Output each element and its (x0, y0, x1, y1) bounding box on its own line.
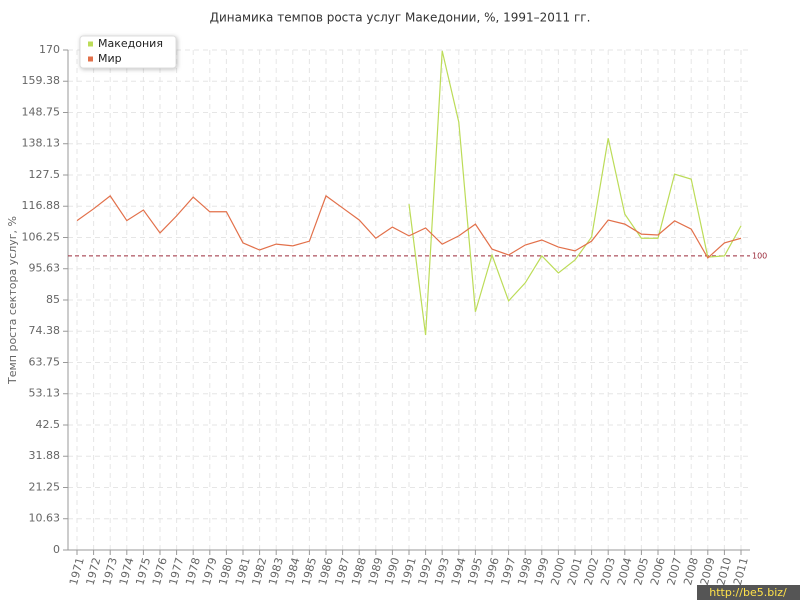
y-tick-label: 106.25 (22, 231, 61, 244)
x-tick-label: 2011 (731, 556, 751, 586)
y-tick-label: 74.38 (29, 324, 61, 337)
legend-marker (88, 56, 93, 62)
y-tick-label: 63.75 (29, 356, 61, 369)
y-tick-label: 170 (39, 43, 60, 56)
y-tick-label: 53.13 (29, 387, 61, 400)
y-axis-label: Темп роста сектора услуг, % (6, 216, 19, 385)
y-tick-label: 42.5 (36, 418, 61, 431)
y-tick-label: 21.25 (29, 481, 61, 494)
legend-label: Мир (98, 52, 122, 65)
y-tick-label: 0 (53, 543, 60, 556)
y-tick-label: 127.5 (29, 168, 61, 181)
watermark: http://be5.biz/ (709, 586, 787, 599)
chart-title: Динамика темпов роста услуг Македонии, %… (210, 11, 591, 25)
y-tick-label: 138.13 (22, 137, 61, 150)
y-tick-label: 95.63 (29, 262, 61, 275)
y-tick-label: 10.63 (29, 512, 61, 525)
y-tick-label: 159.38 (22, 74, 61, 87)
legend-marker (88, 41, 93, 47)
series-line (408, 50, 742, 336)
watermark-bg (697, 585, 800, 600)
y-tick-label: 31.88 (29, 449, 61, 462)
y-tick-label: 148.75 (22, 106, 61, 119)
reference-label: 100 (752, 251, 767, 260)
series-line (76, 194, 742, 259)
y-tick-label: 116.88 (22, 199, 61, 212)
legend-box (79, 35, 177, 69)
legend-label: Македония (98, 37, 163, 50)
y-tick-label: 85 (46, 293, 60, 306)
